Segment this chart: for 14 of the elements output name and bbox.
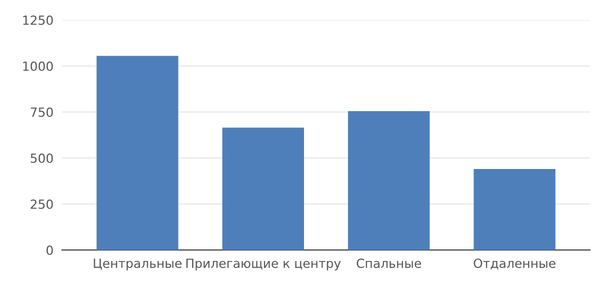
y-tick-label: 1250 — [23, 15, 53, 25]
y-tick-label: 0 — [46, 245, 53, 255]
bar — [96, 56, 178, 250]
x-tick-label: Прилегающие к центру — [186, 258, 341, 270]
y-tick-label: 500 — [30, 153, 53, 163]
x-tick-label: Спальные — [356, 258, 422, 268]
x-tick-label: Отдаленные — [474, 258, 556, 270]
x-tick-label: Центральные — [94, 258, 182, 270]
y-tick-label: 250 — [30, 199, 53, 209]
y-tick-label: 1000 — [23, 61, 53, 71]
y-tick-label: 750 — [30, 107, 53, 117]
bar — [348, 111, 430, 250]
bar — [474, 169, 556, 250]
bar — [222, 128, 304, 250]
